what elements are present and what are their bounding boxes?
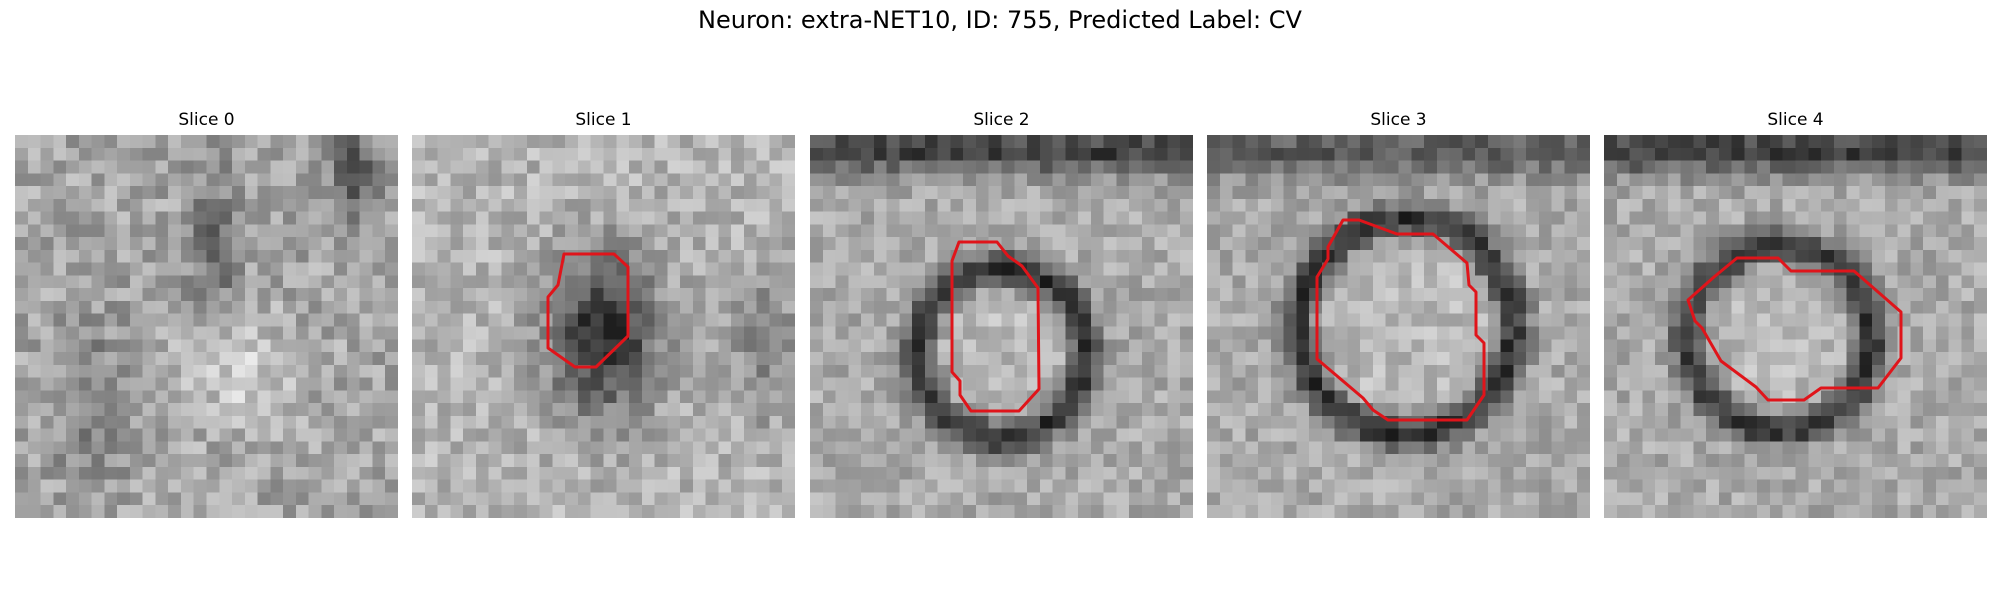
segmentation-outline	[1686, 256, 1903, 402]
slice-image	[810, 135, 1193, 518]
slice-image	[1604, 135, 1987, 518]
segmentation-outline	[950, 240, 1041, 413]
pixel-grid	[412, 135, 795, 518]
pixel-grid	[1207, 135, 1590, 518]
panel-title: Slice 2	[973, 110, 1030, 130]
panel-title: Slice 3	[1370, 110, 1427, 130]
slice-image	[1207, 135, 1590, 518]
panel-slice-3: Slice 3	[1207, 108, 1590, 518]
panel-title: Slice 4	[1767, 110, 1824, 130]
panel-slice-2: Slice 2	[810, 108, 1193, 518]
figure-title: Neuron: extra-NET10, ID: 755, Predicted …	[698, 6, 1302, 34]
segmentation-outline	[546, 252, 630, 369]
pixel-grid	[810, 135, 1193, 518]
panel-slice-0: Slice 0	[15, 108, 398, 518]
panel-slice-1: Slice 1	[412, 108, 795, 518]
slice-image	[15, 135, 398, 518]
pixel-grid	[1604, 135, 1987, 518]
panel-slice-4: Slice 4	[1604, 108, 1987, 518]
segmentation-outline	[1315, 218, 1486, 422]
panel-title: Slice 1	[575, 110, 632, 130]
panel-title: Slice 0	[178, 110, 235, 130]
slice-image	[412, 135, 795, 518]
pixel-grid	[15, 135, 398, 518]
